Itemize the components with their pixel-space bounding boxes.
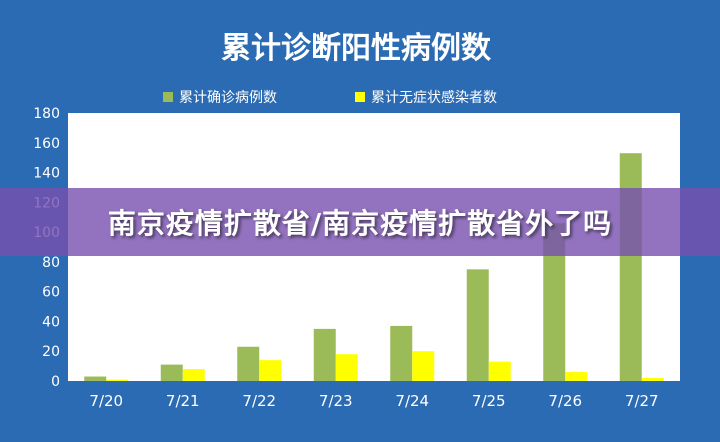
bar: [488, 361, 511, 381]
legend-label: 累计确诊病例数: [179, 90, 277, 106]
bar: [259, 360, 282, 381]
data-label: 2: [648, 357, 658, 375]
chart-title: 累计诊断阳性病例数: [221, 31, 492, 66]
data-label: 20: [413, 330, 434, 348]
chart-legend: 累计确诊病例数 累计无症状感染者数: [163, 89, 497, 106]
x-tick-label: 7/27: [625, 392, 659, 410]
data-label: 35: [314, 308, 335, 326]
bar: [237, 346, 260, 381]
legend-swatch: [355, 92, 365, 102]
bar: [106, 379, 129, 381]
data-label: 13: [489, 341, 510, 359]
bar: [84, 376, 107, 381]
data-label: 23: [238, 326, 259, 344]
bar: [641, 378, 664, 381]
x-axis: 7/20 7/21 7/22 7/23 7/24 7/25 7/26 7/27: [89, 392, 658, 410]
x-tick-label: 7/20: [89, 392, 123, 410]
overlay-banner: 南京疫情扩散省/南京疫情扩散省外了吗: [0, 188, 720, 256]
y-tick-label: 40: [42, 314, 60, 330]
legend-label: 累计无症状感染者数: [371, 89, 497, 106]
x-tick-label: 7/26: [548, 392, 582, 410]
y-tick-label: 20: [42, 344, 60, 360]
data-label: 6: [571, 351, 581, 369]
bar: [565, 372, 588, 381]
data-label: 37: [391, 305, 412, 323]
banner-text: 南京疫情扩散省/南京疫情扩散省外了吗: [107, 207, 613, 240]
x-tick-label: 7/23: [319, 392, 353, 410]
y-tick-label: 160: [33, 136, 60, 152]
data-label: 153: [615, 132, 646, 150]
bar: [160, 364, 183, 381]
bar: [390, 325, 413, 381]
y-tick-label: 140: [33, 166, 60, 182]
x-tick-label: 7/24: [395, 392, 429, 410]
data-label: 3: [90, 356, 100, 374]
x-tick-label: 7/21: [166, 392, 200, 410]
data-label: 1: [112, 359, 122, 377]
legend-swatch: [163, 92, 173, 102]
bar: [335, 354, 358, 381]
bar: [313, 328, 336, 381]
data-label: 18: [336, 333, 357, 351]
y-tick-label: 80: [42, 255, 60, 271]
x-tick-label: 7/25: [472, 392, 506, 410]
data-label: 14: [260, 339, 281, 357]
bar: [466, 269, 489, 381]
data-label: 8: [189, 348, 199, 366]
y-tick-label: 180: [33, 106, 60, 122]
bar: [182, 369, 205, 381]
x-tick-label: 7/22: [242, 392, 276, 410]
bar: [543, 223, 566, 381]
y-tick-label: 60: [42, 285, 60, 301]
y-tick-label: 0: [51, 374, 60, 390]
data-label: 11: [161, 344, 182, 362]
bar: [412, 351, 435, 381]
